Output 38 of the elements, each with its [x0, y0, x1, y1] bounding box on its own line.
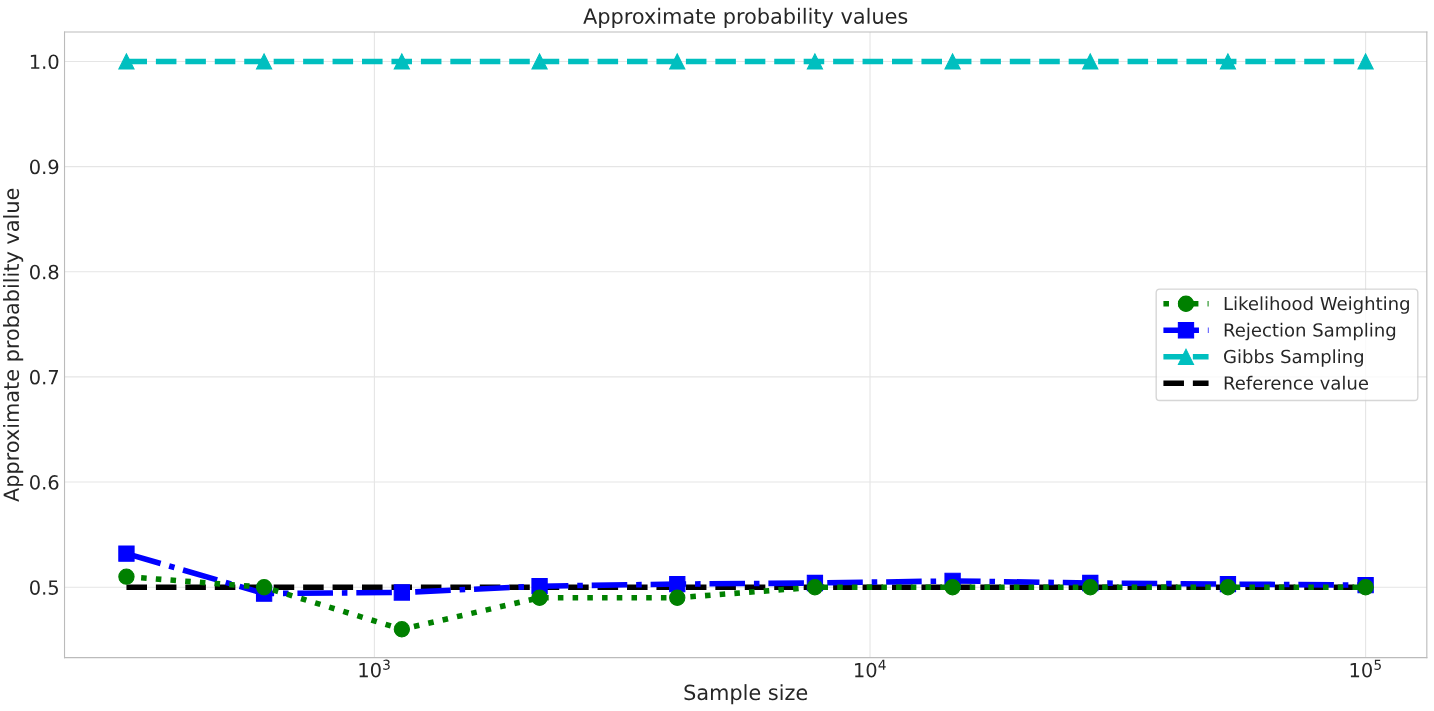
y-tick-label: 0.5 [30, 580, 58, 595]
chart-title: Approximate probability values [583, 7, 908, 28]
x-tick-label: 10$^{4}$ [855, 659, 886, 678]
y-axis-title: Approximate probability value [3, 188, 24, 502]
legend-label: Rejection Sampling [1224, 322, 1396, 341]
point [118, 545, 135, 562]
point [1357, 53, 1374, 70]
point [531, 589, 548, 606]
point [255, 53, 273, 70]
y-tick-label: 0.7 [30, 369, 59, 385]
y-tick-label: 0.9 [30, 159, 59, 175]
point [1219, 579, 1237, 596]
point [1219, 53, 1237, 70]
x-tick-label: 10$^{5}$ [1350, 659, 1381, 678]
x-axis-title: Sample size [684, 684, 808, 705]
point [944, 579, 961, 596]
point [118, 568, 135, 585]
point [944, 53, 961, 70]
legend-label: Reference value [1224, 375, 1369, 390]
point [255, 579, 273, 596]
legend-label: Likelihood Weighting [1224, 296, 1409, 314]
y-tick-label: 1.0 [30, 54, 59, 70]
point [393, 53, 411, 70]
legend-label: Gibbs Sampling [1224, 349, 1363, 367]
point [531, 53, 548, 70]
point [393, 584, 411, 601]
point [669, 575, 686, 593]
point [1082, 53, 1099, 70]
point [806, 53, 824, 70]
x-tick-label: 10$^{3}$ [359, 659, 390, 678]
point [806, 579, 824, 596]
y-tick-label: 0.6 [30, 475, 59, 490]
point [118, 53, 135, 70]
point [669, 53, 686, 70]
point [1082, 579, 1099, 596]
y-tick-label: 0.8 [30, 264, 59, 280]
point [669, 589, 686, 606]
point [393, 621, 411, 638]
